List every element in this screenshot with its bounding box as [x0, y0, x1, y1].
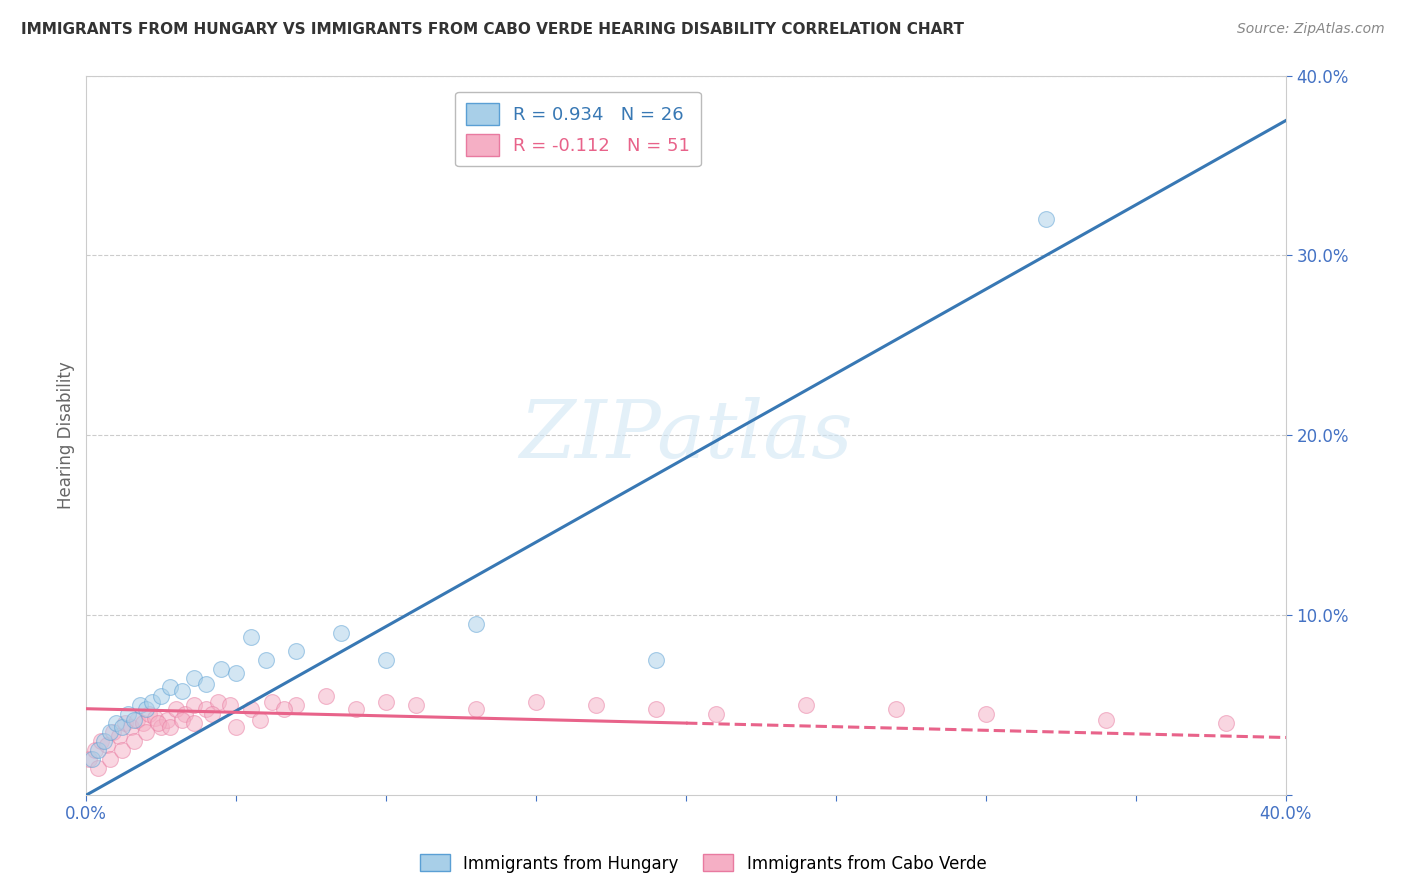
Point	[87, 743, 110, 757]
Point	[375, 653, 398, 667]
Point	[156, 713, 179, 727]
Point	[174, 707, 197, 722]
Point	[96, 738, 118, 752]
Point	[103, 725, 125, 739]
Point	[585, 698, 607, 712]
Point	[240, 702, 263, 716]
Point	[127, 713, 149, 727]
Point	[330, 626, 353, 640]
Point	[1035, 212, 1057, 227]
Point	[645, 653, 668, 667]
Point	[87, 761, 110, 775]
Point	[1215, 716, 1237, 731]
Point	[124, 734, 146, 748]
Point	[262, 694, 284, 708]
Point	[111, 743, 134, 757]
Point	[150, 689, 173, 703]
Point	[135, 725, 157, 739]
Point	[884, 702, 907, 716]
Point	[82, 752, 104, 766]
Point	[98, 725, 121, 739]
Point	[225, 720, 247, 734]
Y-axis label: Hearing Disability: Hearing Disability	[58, 361, 75, 509]
Point	[794, 698, 817, 712]
Point	[273, 702, 295, 716]
Point	[141, 694, 163, 708]
Point	[117, 707, 139, 722]
Point	[465, 702, 488, 716]
Point	[195, 702, 218, 716]
Point	[90, 734, 112, 748]
Point	[159, 680, 181, 694]
Point	[108, 729, 131, 743]
Text: Source: ZipAtlas.com: Source: ZipAtlas.com	[1237, 22, 1385, 37]
Text: IMMIGRANTS FROM HUNGARY VS IMMIGRANTS FROM CABO VERDE HEARING DISABILITY CORRELA: IMMIGRANTS FROM HUNGARY VS IMMIGRANTS FR…	[21, 22, 965, 37]
Point	[150, 720, 173, 734]
Point	[405, 698, 427, 712]
Point	[93, 734, 115, 748]
Point	[207, 694, 229, 708]
Point	[195, 676, 218, 690]
Point	[143, 711, 166, 725]
Point	[524, 694, 547, 708]
Point	[209, 662, 232, 676]
Point	[974, 707, 997, 722]
Point	[114, 716, 136, 731]
Point	[183, 671, 205, 685]
Point	[183, 716, 205, 731]
Point	[98, 752, 121, 766]
Legend: Immigrants from Hungary, Immigrants from Cabo Verde: Immigrants from Hungary, Immigrants from…	[413, 847, 993, 880]
Point	[285, 698, 308, 712]
Point	[225, 665, 247, 680]
Point	[254, 653, 277, 667]
Point	[1095, 713, 1118, 727]
Point	[172, 683, 194, 698]
Point	[79, 752, 101, 766]
Point	[375, 694, 398, 708]
Point	[344, 702, 367, 716]
Point	[165, 702, 187, 716]
Point	[172, 713, 194, 727]
Point	[135, 702, 157, 716]
Point	[315, 689, 337, 703]
Point	[132, 716, 155, 731]
Point	[129, 698, 152, 712]
Point	[219, 698, 242, 712]
Point	[148, 716, 170, 731]
Legend: R = 0.934   N = 26, R = -0.112   N = 51: R = 0.934 N = 26, R = -0.112 N = 51	[456, 92, 700, 167]
Point	[105, 716, 128, 731]
Point	[84, 743, 107, 757]
Text: ZIPatlas: ZIPatlas	[519, 397, 853, 474]
Point	[465, 617, 488, 632]
Point	[249, 713, 271, 727]
Point	[124, 713, 146, 727]
Point	[285, 644, 308, 658]
Point	[120, 720, 142, 734]
Point	[183, 698, 205, 712]
Point	[111, 720, 134, 734]
Point	[704, 707, 727, 722]
Point	[159, 720, 181, 734]
Point	[138, 707, 160, 722]
Point	[201, 707, 224, 722]
Point	[645, 702, 668, 716]
Point	[240, 630, 263, 644]
